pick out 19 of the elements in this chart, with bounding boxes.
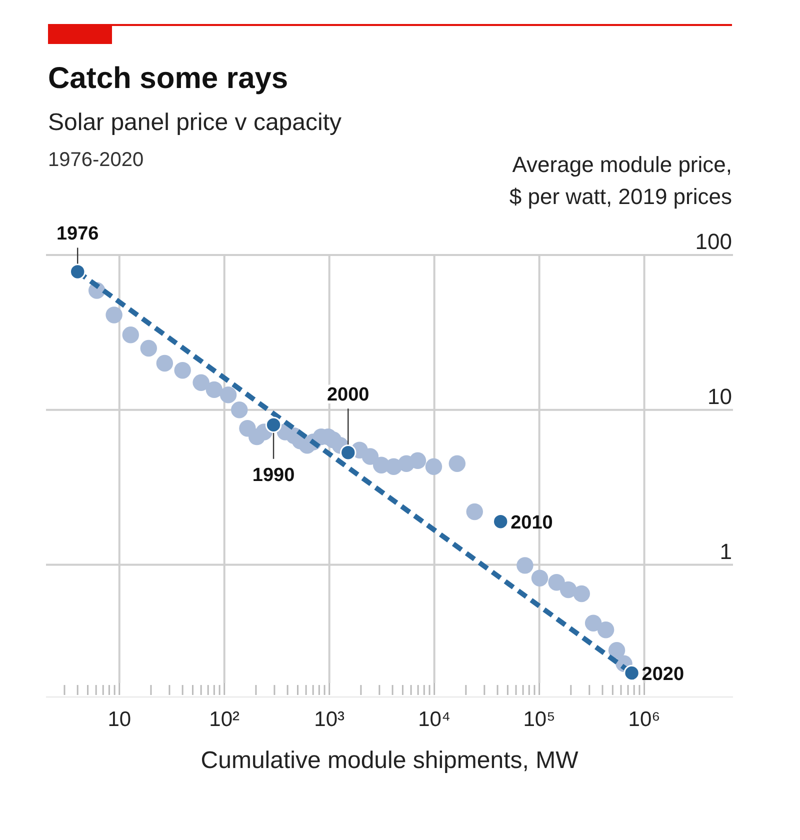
- x-tick-label: 10²: [209, 708, 240, 731]
- y-tick-label: 100: [695, 229, 732, 254]
- x-axis-title: Cumulative module shipments, MW: [200, 747, 579, 774]
- annotation: 2000: [326, 384, 370, 406]
- y-tick-label: 1: [720, 538, 732, 564]
- y-tick-label: 10: [708, 384, 732, 409]
- annotation: 2010: [510, 512, 553, 534]
- annotation: 2020: [642, 664, 684, 686]
- x-tick-label: 10⁴: [418, 708, 451, 731]
- annotation: 1990: [252, 464, 295, 486]
- chart-title: Catch some rays: [48, 62, 288, 95]
- x-tick-label: 10³: [314, 708, 345, 731]
- annotation: 1976: [56, 224, 99, 245]
- y-axis-title: Average module price, $ per watt, 2019 prices: [509, 152, 732, 209]
- x-tick-label: 10⁶: [628, 708, 660, 731]
- chart-subtitle: Solar panel price v capacity: [48, 109, 342, 136]
- x-tick-label: 10: [108, 708, 132, 731]
- text: 1976-2020: [48, 149, 144, 171]
- x-tick-label: 10⁵: [523, 708, 556, 731]
